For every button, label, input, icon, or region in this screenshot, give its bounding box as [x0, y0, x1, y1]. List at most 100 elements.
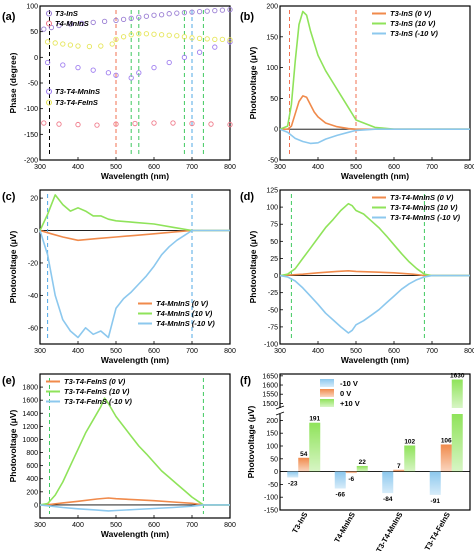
- bar-value-label: 22: [359, 459, 367, 466]
- data-point: [166, 59, 172, 66]
- legend-entry: T3-InS (-10 V): [390, 29, 438, 38]
- bar: [393, 469, 405, 472]
- x-tick-label: 400: [312, 348, 324, 355]
- y-tick-label: 200: [266, 418, 278, 425]
- x-axis-label: Wavelength (nm): [101, 355, 169, 365]
- legend-entry: T3-T4-FeInS: [55, 98, 98, 107]
- series-line-2: [279, 274, 470, 334]
- bar: [334, 471, 346, 489]
- bar: [451, 414, 463, 472]
- x-tick-label: 800: [224, 164, 236, 171]
- data-point: [212, 36, 218, 43]
- data-point: [151, 120, 157, 126]
- legend-entry: T3-T4-FeInS (-10 V): [64, 397, 132, 406]
- bar: [345, 471, 357, 474]
- y-tick-label: 20: [30, 196, 38, 203]
- y-axis-label: Phase (degree): [8, 52, 18, 113]
- x-tick-label: 600: [148, 348, 160, 355]
- plot-frame: [279, 189, 471, 345]
- panel-label: (d): [240, 191, 254, 203]
- legend-entry: T3-T4-MnInS: [55, 87, 100, 96]
- y-tick-label: 75: [270, 222, 278, 229]
- data-point: [113, 121, 119, 127]
- data-point: [136, 70, 142, 76]
- y-tick-label: 600: [26, 463, 38, 470]
- data-point: [181, 54, 188, 60]
- legend-entry: T4-MnInS: [55, 19, 89, 28]
- data-point: [56, 22, 62, 29]
- y-tick-label: -100: [264, 342, 278, 349]
- bar: [298, 457, 310, 472]
- data-point: [128, 15, 134, 21]
- x-tick-label: 500: [350, 164, 362, 171]
- legend-entry: -10 V: [340, 379, 358, 388]
- data-point: [174, 10, 180, 16]
- data-point: [128, 75, 134, 81]
- y-tick-label: -25: [268, 290, 278, 297]
- data-point: [181, 10, 188, 16]
- legend-entry: T3-T4-MnInS (-10 V): [390, 213, 461, 222]
- data-point: [166, 32, 172, 38]
- y-tick-label: 0: [274, 127, 278, 134]
- y-tick-label: 1600: [22, 398, 38, 405]
- bar-value-label: 54: [300, 451, 308, 458]
- x-tick-label: 700: [186, 522, 198, 529]
- data-point: [189, 120, 195, 127]
- x-tick-label: 500: [110, 164, 122, 171]
- legend-marker: [45, 20, 53, 27]
- data-point: [41, 120, 47, 126]
- panel-e: 300 400 500 600 700 800 0 200 400 600 800 1000 1200 1…: [2, 373, 236, 539]
- y-tick-label: 0: [274, 469, 278, 476]
- x-tick-label: 300: [34, 522, 46, 529]
- y-axis-label: Photovoltage (μV): [248, 230, 258, 303]
- data-point: [113, 72, 119, 78]
- bar: [309, 422, 321, 472]
- data-point: [212, 7, 218, 14]
- data-point: [151, 31, 157, 37]
- data-point: [44, 39, 51, 45]
- data-point: [75, 43, 81, 49]
- x-tick-label: 300: [34, 348, 46, 355]
- series-T3-InS: [41, 6, 233, 32]
- data-point: [109, 41, 115, 47]
- data-point: [86, 43, 93, 50]
- data-point: [227, 37, 233, 43]
- x-tick-label: 700: [186, 164, 198, 171]
- bar: [404, 445, 416, 472]
- y-axis-label: Photovoltage (μV): [8, 230, 18, 303]
- y-tick-label: 0: [34, 55, 38, 62]
- x-tick-label: 400: [312, 164, 324, 171]
- y-tick-label: 0: [34, 502, 38, 509]
- category-label: T3-T4-FeInS: [423, 511, 452, 551]
- data-point: [151, 12, 157, 18]
- x-tick-label: 300: [274, 348, 286, 355]
- y-tick-label: -100: [24, 106, 38, 113]
- panel-label: (b): [240, 11, 254, 23]
- data-point: [98, 43, 104, 49]
- x-tick-label: 800: [224, 522, 236, 529]
- y-tick-label: 100: [26, 4, 38, 11]
- x-tick-label: 400: [72, 348, 84, 355]
- plot-frame: [279, 5, 471, 161]
- data-point: [143, 13, 150, 19]
- category-label: T3-T4-MnInS: [374, 511, 404, 551]
- y-tick-label: 50: [270, 456, 278, 463]
- data-point: [219, 36, 226, 43]
- bar: [429, 471, 441, 495]
- bar-value-label: 102: [404, 438, 415, 445]
- x-tick-label: 800: [224, 348, 236, 355]
- x-tick-label: 400: [72, 164, 84, 171]
- axis-break-gap: [277, 408, 283, 414]
- legend-entry: 0 V: [340, 389, 351, 398]
- category-label: T4-MnInS: [332, 511, 357, 545]
- data-point: [196, 49, 203, 55]
- series-T4-MnInS: [41, 120, 233, 128]
- panel-c: 300 400 500 600 700 800 -60 -40 -20 0 20 Wavelength…: [2, 189, 236, 365]
- bar: [356, 465, 368, 472]
- panel-a: 300 400 500 600 700 800 -200 -150 -100 -50 0 50 100 W…: [2, 4, 236, 182]
- x-tick-label: 700: [426, 164, 438, 171]
- y-tick-label: -20: [28, 260, 38, 267]
- x-axis-label: Wavelength (nm): [341, 355, 409, 365]
- series-line-1: [279, 202, 470, 277]
